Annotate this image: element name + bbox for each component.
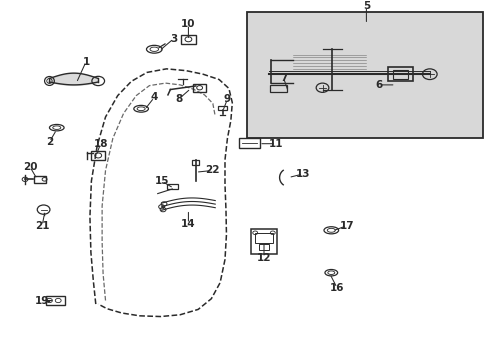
Text: 16: 16	[329, 283, 344, 293]
Bar	[259, 244, 268, 250]
Text: 22: 22	[205, 166, 220, 175]
Text: 12: 12	[256, 253, 271, 263]
Text: 3: 3	[170, 33, 177, 44]
Bar	[181, 35, 195, 44]
Text: 8: 8	[175, 94, 182, 104]
Bar	[250, 229, 277, 254]
Text: 2: 2	[46, 137, 53, 147]
Text: 18: 18	[93, 139, 108, 149]
Bar	[91, 151, 105, 160]
Text: 14: 14	[181, 219, 195, 229]
Text: 13: 13	[295, 169, 309, 179]
Text: 15: 15	[154, 176, 168, 186]
Bar	[255, 233, 272, 243]
Bar	[269, 85, 286, 92]
Bar	[246, 12, 483, 138]
Text: 6: 6	[374, 80, 382, 90]
Bar	[192, 161, 199, 165]
Text: 9: 9	[224, 94, 230, 104]
Text: 1: 1	[82, 57, 89, 67]
Bar	[34, 176, 46, 183]
Text: 10: 10	[181, 19, 195, 29]
Text: 17: 17	[339, 221, 353, 231]
Bar	[387, 67, 412, 81]
Bar	[166, 184, 177, 189]
Bar	[192, 84, 206, 92]
Bar	[218, 106, 226, 110]
Text: 11: 11	[268, 139, 283, 149]
Bar	[392, 70, 407, 78]
Text: 20: 20	[22, 162, 37, 172]
Text: 19: 19	[35, 296, 49, 306]
Text: 21: 21	[35, 221, 49, 231]
Text: 7: 7	[279, 73, 286, 83]
Bar	[239, 138, 259, 148]
Bar	[46, 296, 64, 305]
Text: 5: 5	[362, 1, 369, 12]
Text: 4: 4	[150, 93, 158, 102]
